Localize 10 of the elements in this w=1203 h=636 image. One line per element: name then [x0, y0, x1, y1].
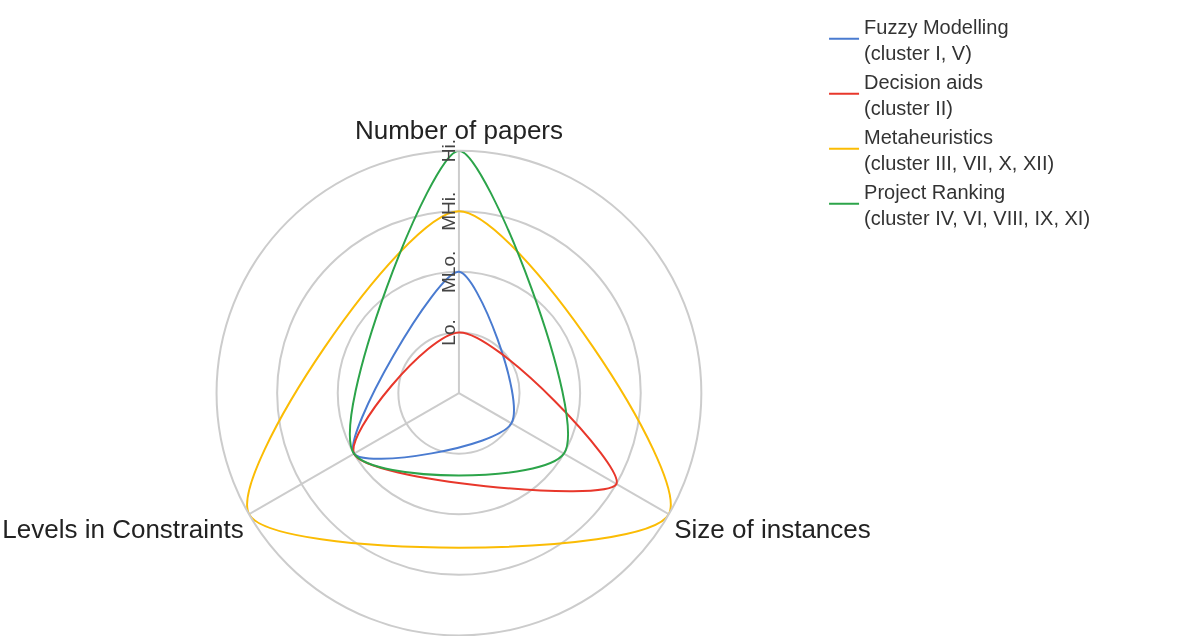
legend-label: Metaheuristics (cluster III, VII, X, XII) [864, 125, 1055, 174]
spoke-label: Size of instances [674, 514, 871, 545]
legend-label: Fuzzy Modelling (cluster I, V) [864, 15, 1009, 64]
y-tick-label: MLo. [437, 250, 459, 293]
legend-label: Project Ranking (cluster IV, VI, VIII, IX, XI) [864, 180, 1091, 229]
legend-label: Decision aids (cluster II) [864, 70, 984, 119]
y-tick-label: Hi. [437, 139, 459, 163]
spoke-label: Levels in Constraints [2, 514, 244, 545]
y-tick-label: Lo. [437, 319, 459, 346]
y-tick-label: MHi. [437, 191, 459, 231]
